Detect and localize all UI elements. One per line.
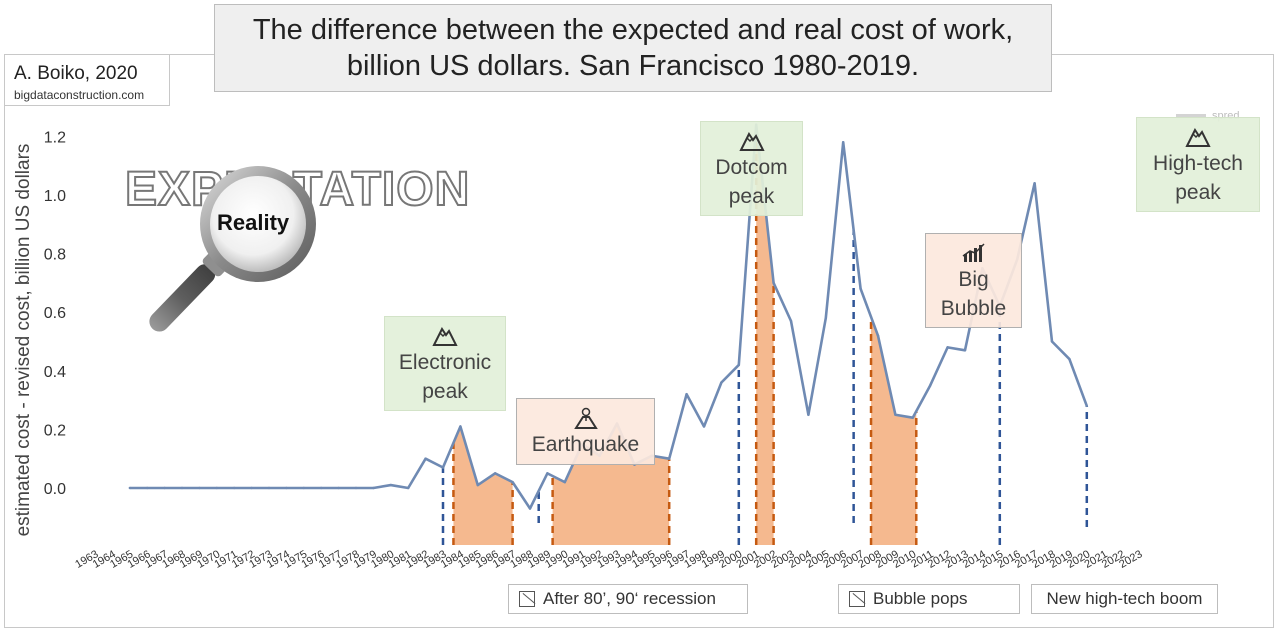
data-point <box>372 486 375 490</box>
data-point <box>859 287 862 290</box>
mountain-icon <box>432 327 458 346</box>
volcano-icon <box>573 407 598 429</box>
annotation-line: peak <box>1175 181 1221 204</box>
data-point <box>963 349 967 352</box>
reality-label: Reality <box>217 210 290 235</box>
y-tick-label: 0.6 <box>44 305 66 322</box>
data-point <box>511 480 514 484</box>
data-point <box>528 507 532 510</box>
data-point <box>459 425 462 428</box>
shaded-area <box>756 124 774 546</box>
data-point <box>215 486 218 490</box>
data-point <box>494 472 497 475</box>
data-point <box>789 319 793 323</box>
data-point <box>233 486 236 490</box>
data-point <box>267 486 271 490</box>
author-name: A. Boiko, 2020 <box>14 63 138 84</box>
y-tick-label: 0.4 <box>44 364 66 381</box>
period-label-text: Bubble pops <box>873 589 968 608</box>
shaded-area <box>871 316 917 545</box>
period-label-recession: After 80’, 90‘ recession <box>508 584 748 614</box>
chart-icon <box>849 591 865 607</box>
data-point <box>685 393 688 396</box>
peak-lines <box>441 230 1089 545</box>
data-point <box>424 457 427 460</box>
data-point <box>285 486 288 490</box>
author-box: A. Boiko, 2020 bigdataconstruction.com <box>4 54 170 106</box>
y-tick-label: 0.0 <box>44 481 66 498</box>
data-point <box>911 416 914 419</box>
data-point <box>807 413 810 416</box>
data-point <box>320 486 323 490</box>
annotation-line: Bubble <box>940 297 1007 320</box>
data-point <box>824 316 827 320</box>
chart-icon <box>519 591 535 607</box>
author-website: bigdataconstruction.com <box>14 88 145 102</box>
data-point <box>894 413 897 416</box>
data-point <box>737 363 740 367</box>
data-point <box>128 486 131 490</box>
data-point <box>1085 404 1089 408</box>
annotation-line: Electronic <box>398 351 492 374</box>
data-point <box>842 141 845 144</box>
annotation-high-tech-peak: High-tech peak <box>1136 117 1260 212</box>
mountain-icon <box>738 132 765 151</box>
shaded-periods <box>452 124 918 546</box>
data-point <box>180 486 184 490</box>
annotation-line: High-tech <box>1153 152 1243 175</box>
annotation-electronic-peak: Electronic peak <box>384 316 506 411</box>
annotation-line: peak <box>422 380 468 403</box>
data-point <box>720 381 723 384</box>
data-point <box>1033 182 1036 185</box>
data-point <box>250 486 253 490</box>
x-axis-ticks: 1963196419651966196719681969197019711972… <box>73 548 1144 571</box>
data-point <box>163 486 166 490</box>
annotation-line: Dotcom <box>715 156 788 179</box>
period-label-bubble-pops: Bubble pops <box>838 584 1020 614</box>
data-point <box>146 486 149 490</box>
data-point <box>389 483 392 487</box>
period-label-text: New high-tech boom <box>1046 589 1203 608</box>
data-point <box>198 486 201 490</box>
data-point <box>476 483 479 487</box>
data-point <box>946 346 949 349</box>
period-label-new-boom: New high-tech boom <box>1031 584 1218 614</box>
data-point <box>546 472 549 475</box>
magnifier-icon <box>149 166 316 332</box>
y-axis-ticks: 0.0 0.2 0.4 0.6 0.8 1.0 1.2 <box>44 129 66 498</box>
annotation-line: Big <box>958 268 989 291</box>
data-point <box>337 486 340 490</box>
mountain-icon <box>1185 128 1211 147</box>
data-point <box>668 457 671 460</box>
title-line-2: billion US dollars. San Francisco 1980-2… <box>346 50 920 82</box>
data-point <box>302 486 305 490</box>
data-point <box>1068 357 1071 361</box>
data-point <box>702 425 706 428</box>
annotation-line: peak <box>728 185 775 208</box>
period-label-text: After 80’, 90‘ recession <box>543 589 716 608</box>
data-point <box>407 486 410 490</box>
chart-title: The difference between the expected and … <box>214 4 1052 92</box>
annotation-line: Earthquake <box>531 433 640 456</box>
bubble-chart-icon <box>962 243 985 262</box>
data-point <box>1050 340 1054 343</box>
y-tick-label: 1.2 <box>44 129 66 146</box>
shaded-area <box>453 426 513 545</box>
data-point <box>929 384 932 387</box>
data-point <box>772 281 775 285</box>
y-tick-label: 1.0 <box>44 188 66 205</box>
annotation-earthquake: Earthquake <box>516 398 655 465</box>
data-point <box>441 466 445 469</box>
annotation-big-bubble: Big Bubble <box>925 233 1022 328</box>
y-tick-label: 0.8 <box>44 247 66 264</box>
data-point <box>354 486 358 490</box>
data-point <box>876 334 880 337</box>
title-line-1: The difference between the expected and … <box>252 14 1014 46</box>
y-axis-label: estimated cost - revised cost, billion U… <box>13 143 34 537</box>
data-point <box>563 480 566 484</box>
y-tick-label: 0.2 <box>44 422 66 439</box>
annotation-dotcom-peak: Dotcom peak <box>700 121 803 216</box>
